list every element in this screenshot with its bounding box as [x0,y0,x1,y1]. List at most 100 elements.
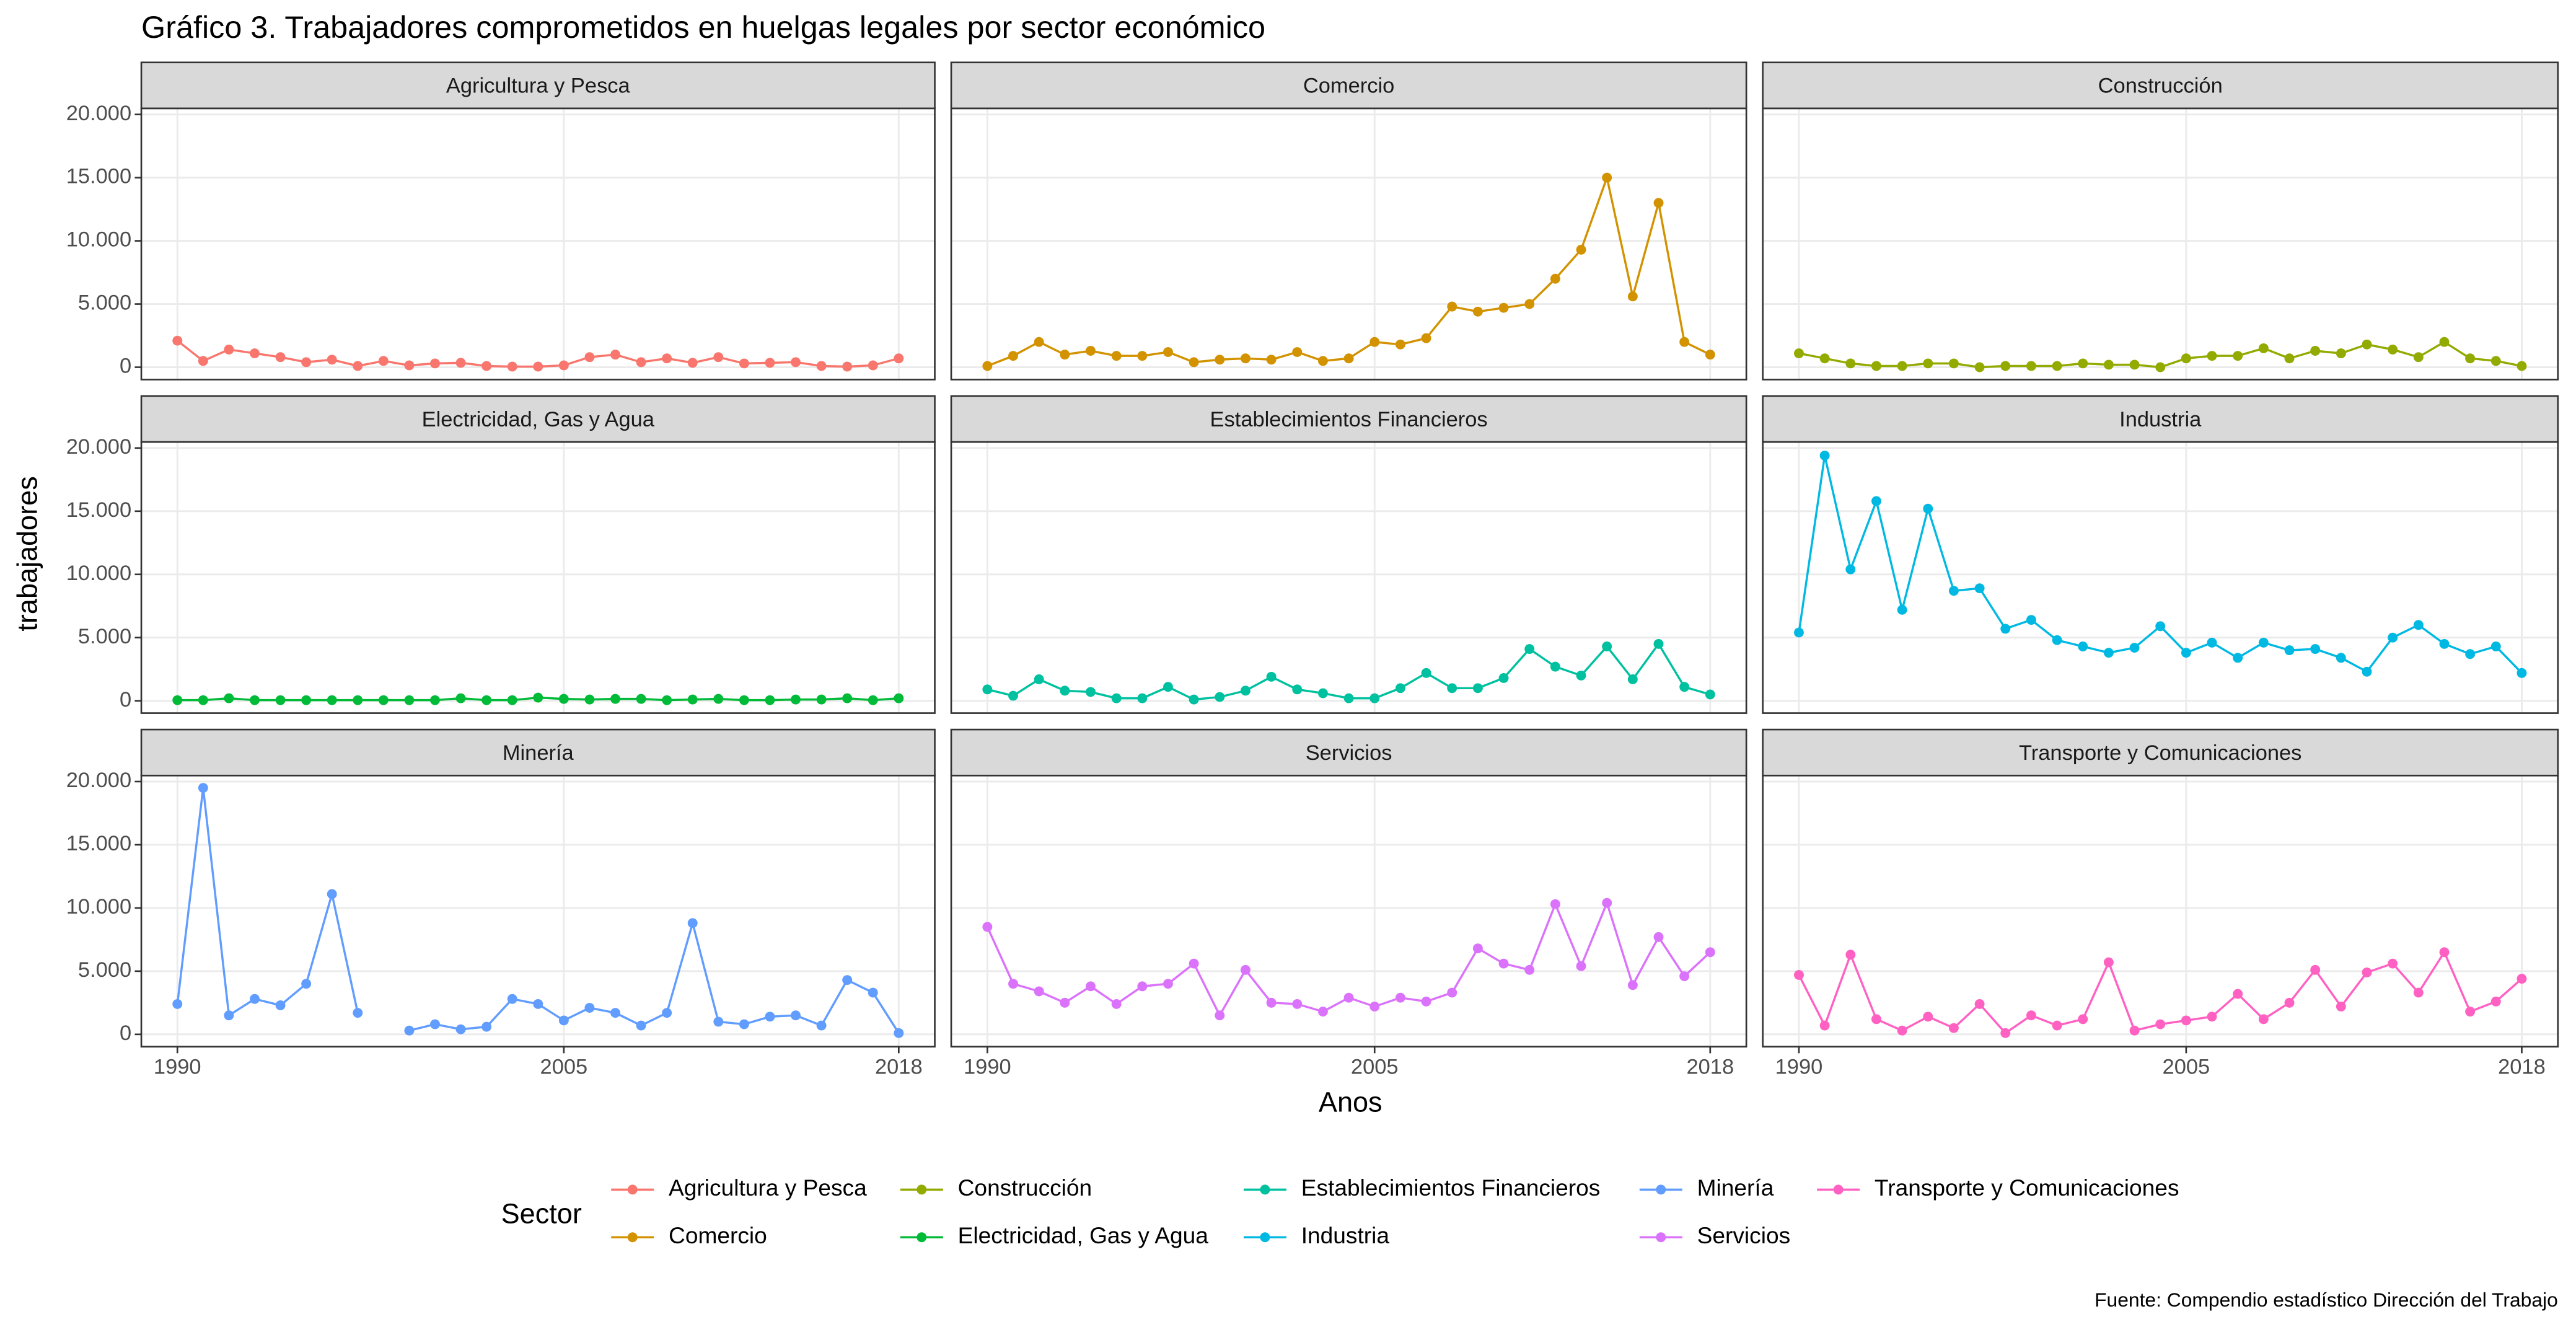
point [275,1000,286,1010]
point [1060,997,1070,1008]
point [224,1010,234,1021]
point [2052,635,2062,645]
x-tick-label: 2018 [875,1055,923,1078]
point [791,357,801,368]
point [1794,627,1804,638]
panel [141,442,935,713]
point [430,1019,440,1029]
point [1550,899,1560,909]
point [584,352,595,363]
point [1189,357,1199,368]
point [2078,641,2088,651]
point [327,695,337,705]
y-tick-label: 0 [120,355,131,378]
point [224,345,234,355]
point [1189,694,1199,705]
point [2388,958,2398,969]
point [2155,362,2166,373]
point [894,1028,904,1038]
series-line [176,787,359,1018]
point [1653,198,1664,208]
x-tick-label: 1990 [964,1055,1011,1078]
point [2207,1012,2217,1022]
point [1845,564,1856,575]
point [2284,353,2295,364]
point [1163,347,1173,357]
chart-title: Gráfico 3. Trabajadores comprometidos en… [141,9,1265,45]
point [198,356,208,366]
point [2155,621,2166,632]
point [713,352,724,363]
strip-label: Establecimientos Financieros [1210,408,1488,431]
point [1266,355,1277,365]
point [1292,347,1303,357]
point [1794,348,1804,359]
point [430,358,440,369]
point [2129,643,2140,653]
point [982,922,993,932]
point [1421,668,1431,678]
point [1923,1012,1933,1022]
point [2078,358,2088,369]
point [2000,624,2011,634]
panel-border [140,107,936,381]
point [558,1015,569,1026]
point [982,361,993,371]
point [2310,644,2321,655]
legend-label: Minería [1697,1175,1774,1201]
point [1060,686,1070,696]
point [2258,637,2269,648]
point [1111,693,1122,703]
strip-label: Agricultura y Pesca [446,74,631,98]
point [2181,1015,2191,1026]
point [739,1019,749,1029]
point [1974,583,1985,594]
point [481,361,492,371]
point [2000,361,2011,371]
point [533,361,543,372]
point [2103,648,2114,658]
point [1034,986,1044,997]
panel [951,775,1747,1047]
point [610,350,620,360]
legend-key-point [1260,1232,1270,1243]
point [1576,670,1586,681]
point [662,695,672,705]
legend-label: Electricidad, Gas y Agua [958,1222,1209,1248]
x-tick-label: 2005 [1351,1055,1399,1078]
point [507,361,517,372]
point [1550,273,1560,284]
point [1008,690,1018,701]
point [1317,356,1328,366]
strip-label: Transporte y Comunicaciones [2019,741,2301,765]
strip [1762,61,2559,110]
point [301,695,312,705]
point [1369,693,1380,703]
panel-border [140,441,936,714]
point [275,695,286,705]
legend-title: Sector [501,1198,582,1230]
y-tick-label: 5.000 [78,958,131,982]
point [1897,604,1907,615]
strip [950,61,1747,110]
point [739,358,749,369]
point [2310,964,2321,975]
point [2129,1025,2140,1036]
point [2129,359,2140,370]
point [687,358,698,368]
x-tick-label: 2005 [2163,1055,2210,1078]
point [1292,684,1303,695]
legend-key-point [917,1184,927,1195]
y-tick-label: 15.000 [66,498,131,522]
legend-key-point [627,1232,638,1243]
point [2258,1014,2269,1025]
point [2103,359,2114,370]
point [713,1016,724,1027]
point [2052,361,2062,371]
point [1008,979,1018,989]
point [1240,686,1251,696]
point [1137,693,1148,703]
legend-key-point [627,1184,638,1195]
point [481,695,492,705]
point [2052,1020,2062,1031]
